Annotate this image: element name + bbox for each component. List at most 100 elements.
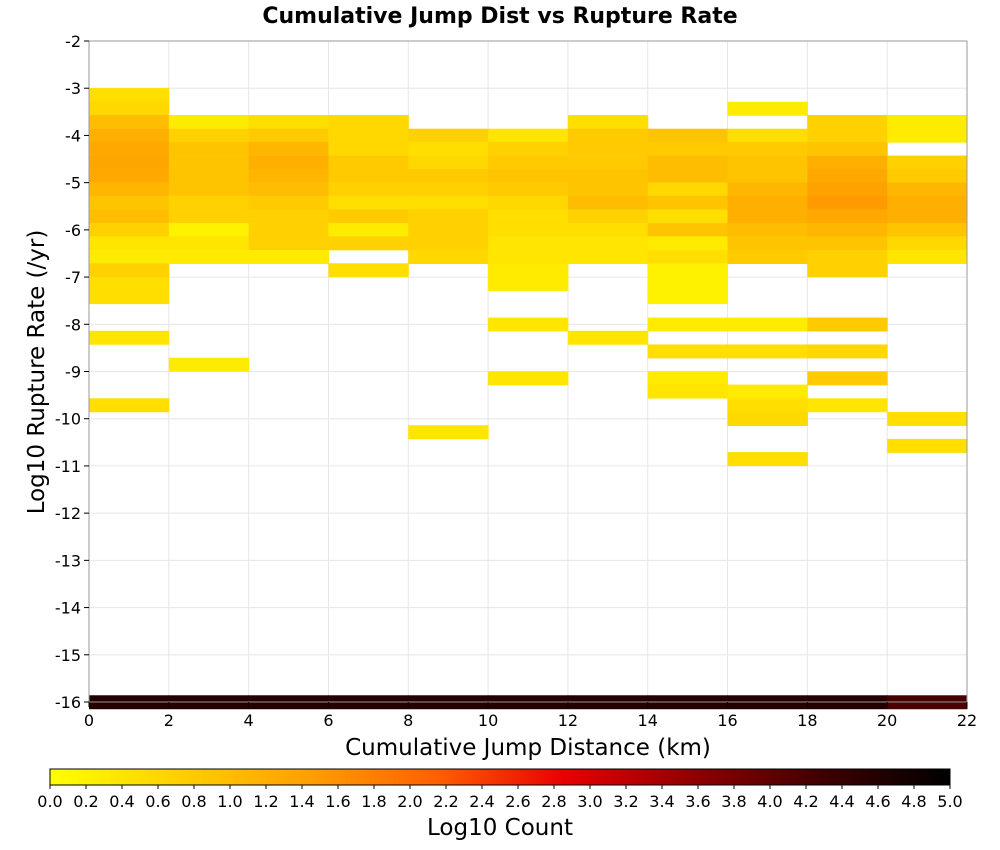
x-tick-label: 6 bbox=[323, 711, 333, 730]
heatmap-cell bbox=[647, 223, 729, 238]
heatmap-cell bbox=[328, 236, 409, 251]
heatmap-cell bbox=[168, 195, 250, 210]
heatmap-cell bbox=[89, 398, 170, 413]
heatmap-cell bbox=[807, 155, 888, 170]
chart-title: Cumulative Jump Dist vs Rupture Rate bbox=[262, 4, 737, 29]
heatmap-cell bbox=[89, 195, 170, 210]
heatmap-cell bbox=[89, 250, 170, 264]
heatmap-cell bbox=[488, 195, 569, 210]
heatmap-cell bbox=[567, 115, 649, 129]
colorbar-tick-label: 0.2 bbox=[73, 792, 98, 811]
heatmap-cell bbox=[727, 398, 808, 413]
colorbar-tick-label: 1.6 bbox=[325, 792, 350, 811]
colorbar-tick-label: 1.4 bbox=[289, 792, 314, 811]
colorbar-tick-label: 4.6 bbox=[865, 792, 890, 811]
y-tick-label: -3 bbox=[65, 79, 81, 98]
colorbar-tick-label: 4.2 bbox=[793, 792, 818, 811]
y-tick-label: -9 bbox=[65, 363, 81, 382]
heatmap-cell bbox=[328, 141, 409, 156]
heatmap-cell bbox=[328, 209, 409, 224]
heatmap-cell bbox=[647, 182, 729, 197]
heatmap-cell bbox=[887, 411, 968, 426]
heatmap-cell bbox=[727, 155, 808, 170]
colorbar-tick-label: 1.0 bbox=[217, 792, 242, 811]
heatmap-cell bbox=[408, 182, 489, 197]
heatmap-cell bbox=[488, 223, 569, 238]
heatmap-cell bbox=[89, 330, 170, 345]
colorbar-tick-label: 2.2 bbox=[433, 792, 458, 811]
x-tick-label: 16 bbox=[717, 711, 737, 730]
x-tick-label: 10 bbox=[478, 711, 498, 730]
x-tick-label: 22 bbox=[957, 711, 977, 730]
colorbar-tick-label: 2.4 bbox=[469, 792, 494, 811]
heatmap-cell bbox=[168, 236, 250, 251]
colorbar-tick-label: 2.8 bbox=[541, 792, 566, 811]
heatmap-cell bbox=[488, 141, 569, 156]
heatmap-cell bbox=[727, 236, 808, 251]
heatmap-cell bbox=[408, 236, 489, 251]
heatmap-cell bbox=[328, 128, 409, 143]
heatmap-cell bbox=[807, 195, 888, 210]
heatmap-cell bbox=[807, 115, 888, 129]
heatmap-cell bbox=[89, 128, 170, 143]
heatmap-cell bbox=[807, 344, 888, 359]
heatmap-cell bbox=[328, 263, 409, 278]
heatmap-cell bbox=[647, 236, 729, 251]
heatmap-cell bbox=[567, 128, 649, 143]
x-tick-label: 8 bbox=[403, 711, 413, 730]
heatmap-cell bbox=[647, 263, 729, 278]
heatmap-cell bbox=[488, 317, 569, 332]
y-tick-label: -15 bbox=[55, 646, 81, 665]
heatmap-cell bbox=[248, 223, 329, 238]
heatmap-cell bbox=[567, 209, 649, 224]
heatmap-cell bbox=[488, 263, 569, 278]
heatmap-cell bbox=[807, 128, 888, 143]
heatmap-cell bbox=[168, 115, 250, 129]
colorbar-tick-label: 4.8 bbox=[901, 792, 926, 811]
heatmap-cell bbox=[807, 236, 888, 251]
heatmap-cell bbox=[328, 168, 409, 183]
heatmap-cell bbox=[887, 182, 968, 197]
heatmap-cell bbox=[408, 250, 489, 264]
heatmap-cell bbox=[168, 155, 250, 170]
heatmap-cell bbox=[408, 209, 489, 224]
y-tick-label: -16 bbox=[55, 693, 81, 712]
heatmap-cell bbox=[887, 236, 968, 251]
heatmap-cell bbox=[168, 223, 250, 238]
y-tick-label: -14 bbox=[55, 599, 81, 618]
heatmap-cell bbox=[727, 411, 808, 426]
heatmap-cell bbox=[647, 168, 729, 183]
heatmap-cell bbox=[807, 263, 888, 278]
heatmap-cell bbox=[647, 209, 729, 224]
heatmap-cell bbox=[807, 223, 888, 238]
colorbar-tick-label: 3.0 bbox=[577, 792, 602, 811]
heatmap-cell bbox=[89, 168, 170, 183]
heatmap-cell bbox=[328, 223, 409, 238]
heatmap-cell bbox=[89, 209, 170, 224]
heatmap-cell bbox=[887, 195, 968, 210]
heatmap-cell bbox=[807, 141, 888, 156]
heatmap-cell bbox=[168, 141, 250, 156]
heatmap-cell bbox=[408, 425, 489, 440]
y-tick-label: -11 bbox=[55, 457, 81, 476]
heatmap-cell bbox=[408, 168, 489, 183]
heatmap-cell bbox=[408, 195, 489, 210]
heatmap-cell bbox=[647, 290, 729, 305]
heatmap-cell bbox=[807, 168, 888, 183]
heatmap-cell bbox=[328, 155, 409, 170]
y-axis-label: Log10 Rupture Rate (/yr) bbox=[24, 230, 50, 515]
colorbar-tick-label: 2.0 bbox=[397, 792, 422, 811]
colorbar-tick-label: 2.6 bbox=[505, 792, 530, 811]
heatmap-cell bbox=[887, 155, 968, 170]
heatmap-cell bbox=[408, 155, 489, 170]
heatmap-cell bbox=[488, 209, 569, 224]
heatmap-cell bbox=[168, 250, 250, 264]
colorbar-tick-label: 1.8 bbox=[361, 792, 386, 811]
heatmap-cell bbox=[248, 182, 329, 197]
heatmap-cell bbox=[567, 182, 649, 197]
heatmap-cell bbox=[567, 250, 649, 264]
x-tick-label: 12 bbox=[558, 711, 578, 730]
y-tick-label: -5 bbox=[65, 174, 81, 193]
heatmap-cell bbox=[408, 141, 489, 156]
heatmap-cell bbox=[248, 236, 329, 251]
